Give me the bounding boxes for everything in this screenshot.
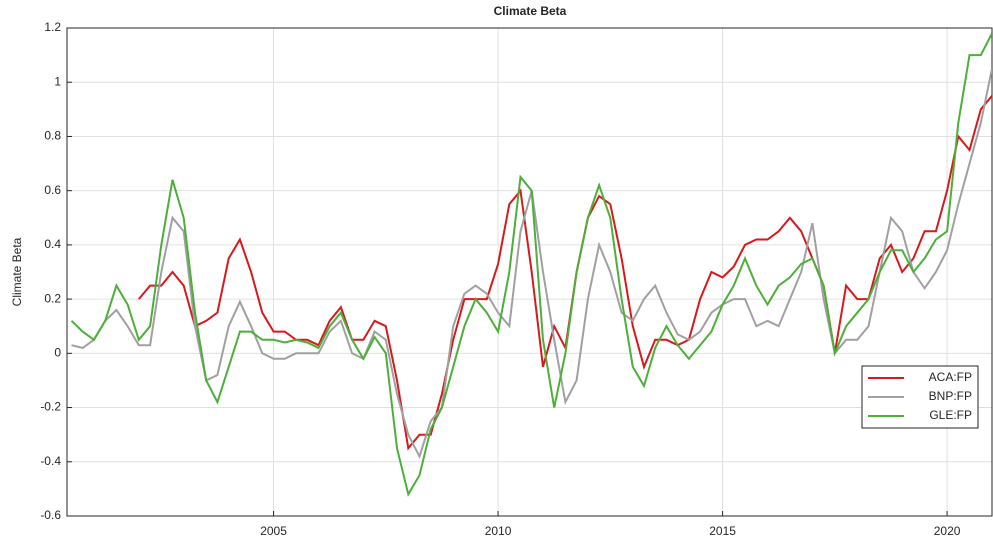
y-tick-label: 0.4 — [44, 237, 61, 251]
x-tick-label: 2010 — [485, 524, 512, 538]
y-axis-label: Climate Beta — [10, 237, 24, 306]
series-line — [70, 32, 992, 497]
x-tick-label: 2020 — [934, 524, 961, 538]
y-tick-label: 0.2 — [44, 291, 61, 305]
x-tick-label: 2005 — [260, 524, 287, 538]
y-tick-label: 0 — [54, 346, 61, 360]
chart-title: Climate Beta — [494, 4, 567, 18]
y-tick-label: 1.2 — [44, 20, 61, 34]
plot-frame — [66, 27, 993, 517]
y-tick-label: 0.6 — [44, 183, 61, 197]
x-tick-label: 2015 — [709, 524, 736, 538]
y-tick-label: 1 — [54, 74, 61, 88]
series-line — [71, 68, 992, 460]
y-tick-label: 0.8 — [44, 129, 61, 143]
y-tick-label: -0.6 — [40, 508, 61, 522]
legend-label: ACA:FP — [929, 370, 972, 384]
legend-label: BNP:FP — [929, 389, 972, 403]
y-tick-label: -0.2 — [40, 400, 61, 414]
y-tick-label: -0.4 — [40, 454, 61, 468]
legend-label: GLE:FP — [929, 408, 972, 422]
